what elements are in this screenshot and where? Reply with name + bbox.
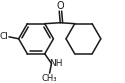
- Text: Cl: Cl: [0, 32, 8, 41]
- Text: CH₃: CH₃: [42, 74, 57, 83]
- Text: O: O: [56, 1, 64, 11]
- Text: NH: NH: [50, 59, 63, 68]
